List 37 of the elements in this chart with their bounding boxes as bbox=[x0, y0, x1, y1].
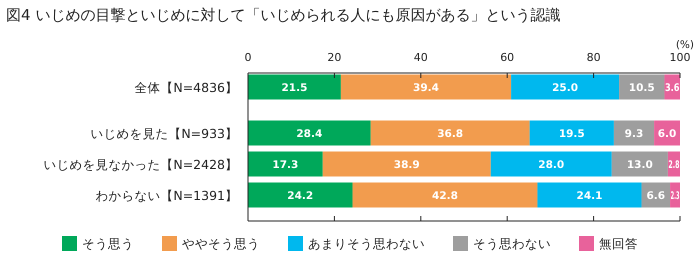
data-label: 42.8 bbox=[432, 190, 458, 202]
x-tick-label: 80 bbox=[586, 51, 601, 64]
y-tick-label: 全体【N=4836】 bbox=[134, 80, 238, 95]
y-tick-label: いじめを見なかった【N=2428】 bbox=[43, 157, 238, 172]
x-axis-title: (%) bbox=[676, 39, 694, 51]
data-label: 21.5 bbox=[281, 82, 308, 94]
data-label: 28.4 bbox=[296, 128, 322, 140]
data-label: 10.5 bbox=[628, 82, 655, 94]
x-tick-label: 40 bbox=[414, 51, 428, 64]
legend-label: 無回答 bbox=[599, 236, 638, 251]
x-tick-label: 100 bbox=[670, 51, 690, 64]
data-label: 17.3 bbox=[272, 159, 298, 171]
data-label: 6.0 bbox=[658, 128, 676, 140]
x-tick-label: 20 bbox=[327, 51, 342, 64]
x-tick-label: 0 bbox=[244, 51, 252, 64]
data-label: 19.5 bbox=[558, 128, 585, 140]
y-tick-label: いじめを見た【N=933】 bbox=[90, 126, 238, 141]
data-label: 39.4 bbox=[413, 82, 439, 94]
data-label: 36.8 bbox=[437, 128, 464, 140]
legend-label: そう思う bbox=[82, 236, 134, 251]
data-label: 28.0 bbox=[538, 159, 564, 171]
data-label: 24.2 bbox=[287, 190, 314, 202]
data-label: 13.0 bbox=[626, 159, 653, 171]
x-tick-label: 60 bbox=[500, 51, 514, 64]
legend-label: ややそう思う bbox=[182, 236, 260, 251]
data-label: 2.3 bbox=[670, 190, 690, 202]
data-label: 3.6 bbox=[664, 82, 684, 94]
y-tick-label: わからない【N=1391】 bbox=[95, 188, 238, 203]
data-label: 24.1 bbox=[576, 190, 602, 202]
chart-title: 図4 いじめの目撃といじめに対して「いじめられる人にも原因がある」という認識 bbox=[6, 6, 560, 24]
data-label: 6.6 bbox=[646, 190, 666, 202]
data-label: 25.0 bbox=[552, 82, 578, 94]
data-label: 2.8 bbox=[668, 159, 688, 171]
legend-label: そう思わない bbox=[473, 236, 551, 251]
legend-label: あまりそう思わない bbox=[308, 236, 425, 251]
data-label: 9.3 bbox=[624, 128, 644, 140]
data-label: 38.9 bbox=[394, 159, 420, 171]
